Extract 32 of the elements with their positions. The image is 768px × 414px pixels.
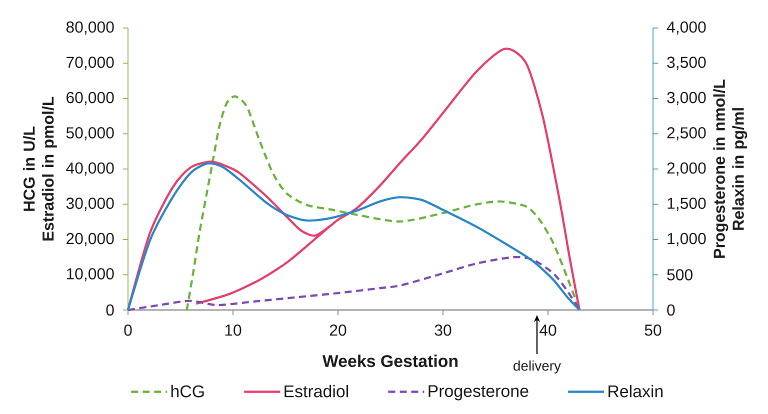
x-tick-label: 10 xyxy=(225,324,242,336)
text: delivery xyxy=(514,360,561,374)
legend-label: hCG xyxy=(171,384,204,398)
x-tick-label: 50 xyxy=(644,324,662,336)
y-tick-label: 50,000 xyxy=(66,127,114,140)
y-tick-label: 20,000 xyxy=(66,232,114,246)
x-tick-label: 40 xyxy=(539,324,556,336)
y2-tick-label: 0 xyxy=(667,304,675,316)
x-tick-label: 30 xyxy=(434,324,452,336)
x-axis-title: Weeks Gestation xyxy=(322,354,458,368)
y-tick-label: 30,000 xyxy=(66,198,114,211)
y-axis-title: HCG in U/L Estradiol in pmol/L xyxy=(23,96,57,241)
y-tick-label: 80,000 xyxy=(66,21,114,35)
y2-tick-label: 1,000 xyxy=(668,232,706,246)
legend-label: Relaxin xyxy=(608,384,663,398)
y-tick-label: 70,000 xyxy=(66,56,114,70)
y-tick-label: 40,000 xyxy=(66,162,114,176)
y-tick-label: 60,000 xyxy=(66,92,114,106)
y2-tick-label: 500 xyxy=(667,269,692,280)
y2-tick-label: 2,000 xyxy=(667,162,706,176)
y2-tick-label: 1,500 xyxy=(668,198,706,211)
y2-tick-label: 3,000 xyxy=(667,92,706,106)
y-tick-label: 10,000 xyxy=(66,268,114,282)
y2-axis-title: Progesterone in nmol/L Relaxin in pg/ml xyxy=(713,80,748,258)
y2-tick-label: 2,500 xyxy=(667,127,706,140)
legend-label: Estradiol xyxy=(284,384,348,398)
y2-tick-label: 4,000 xyxy=(666,21,706,35)
x-tick-label: 20 xyxy=(330,324,346,336)
y2-tick-label: 3,500 xyxy=(667,56,706,70)
y-tick-label: 0 xyxy=(106,304,114,316)
legend-label: Progesterone xyxy=(428,385,528,400)
x-tick-label: 0 xyxy=(124,324,132,336)
